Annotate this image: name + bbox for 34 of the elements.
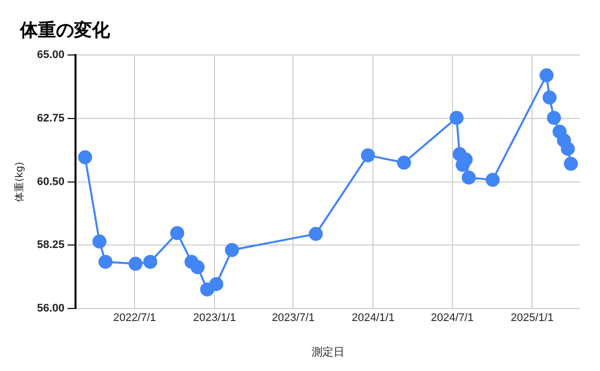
point — [462, 170, 476, 185]
chart-title: 体重の変化 — [20, 19, 110, 42]
point — [564, 156, 578, 171]
point — [542, 90, 557, 105]
y-axis-title: 体重(kg) — [14, 162, 26, 202]
point — [170, 226, 184, 240]
point — [540, 68, 554, 82]
x-tick-label: 2023/1/1 — [193, 312, 236, 324]
x-tick-label: 2024/1/1 — [352, 312, 395, 324]
y-tick-label: 58.25 — [36, 239, 65, 252]
point — [560, 142, 575, 156]
x-tick-label: 2022/7/1 — [113, 312, 156, 324]
point — [78, 150, 92, 164]
point — [308, 226, 323, 241]
x-tick-label: 2025/1/1 — [510, 312, 554, 324]
point — [92, 234, 106, 249]
point — [128, 256, 142, 271]
x-axis-title: 測定日 — [311, 345, 344, 358]
point — [98, 254, 113, 269]
point — [486, 172, 500, 187]
point — [546, 110, 561, 125]
point — [450, 110, 464, 125]
point — [190, 260, 205, 274]
point — [397, 156, 412, 170]
x-tick-label: 2023/7/1 — [272, 312, 315, 324]
point — [224, 242, 239, 257]
point — [209, 277, 224, 292]
y-tick-label: 65.00 — [36, 49, 65, 62]
y-tick-label: 56.00 — [36, 302, 65, 315]
point — [143, 254, 158, 269]
x-tick-label: 2024/7/1 — [430, 312, 474, 324]
y-tick-label: 60.50 — [36, 176, 65, 188]
point — [360, 148, 375, 162]
y-tick-label: 62.75 — [36, 112, 65, 124]
